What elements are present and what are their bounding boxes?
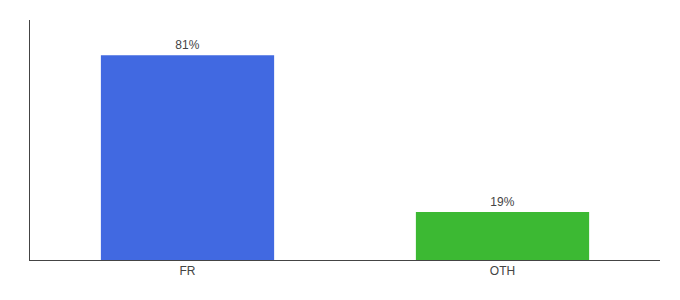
svg-text:FR: FR — [180, 264, 196, 278]
svg-text:19%: 19% — [490, 195, 514, 209]
svg-text:81%: 81% — [175, 38, 199, 52]
svg-text:OTH: OTH — [490, 264, 515, 278]
